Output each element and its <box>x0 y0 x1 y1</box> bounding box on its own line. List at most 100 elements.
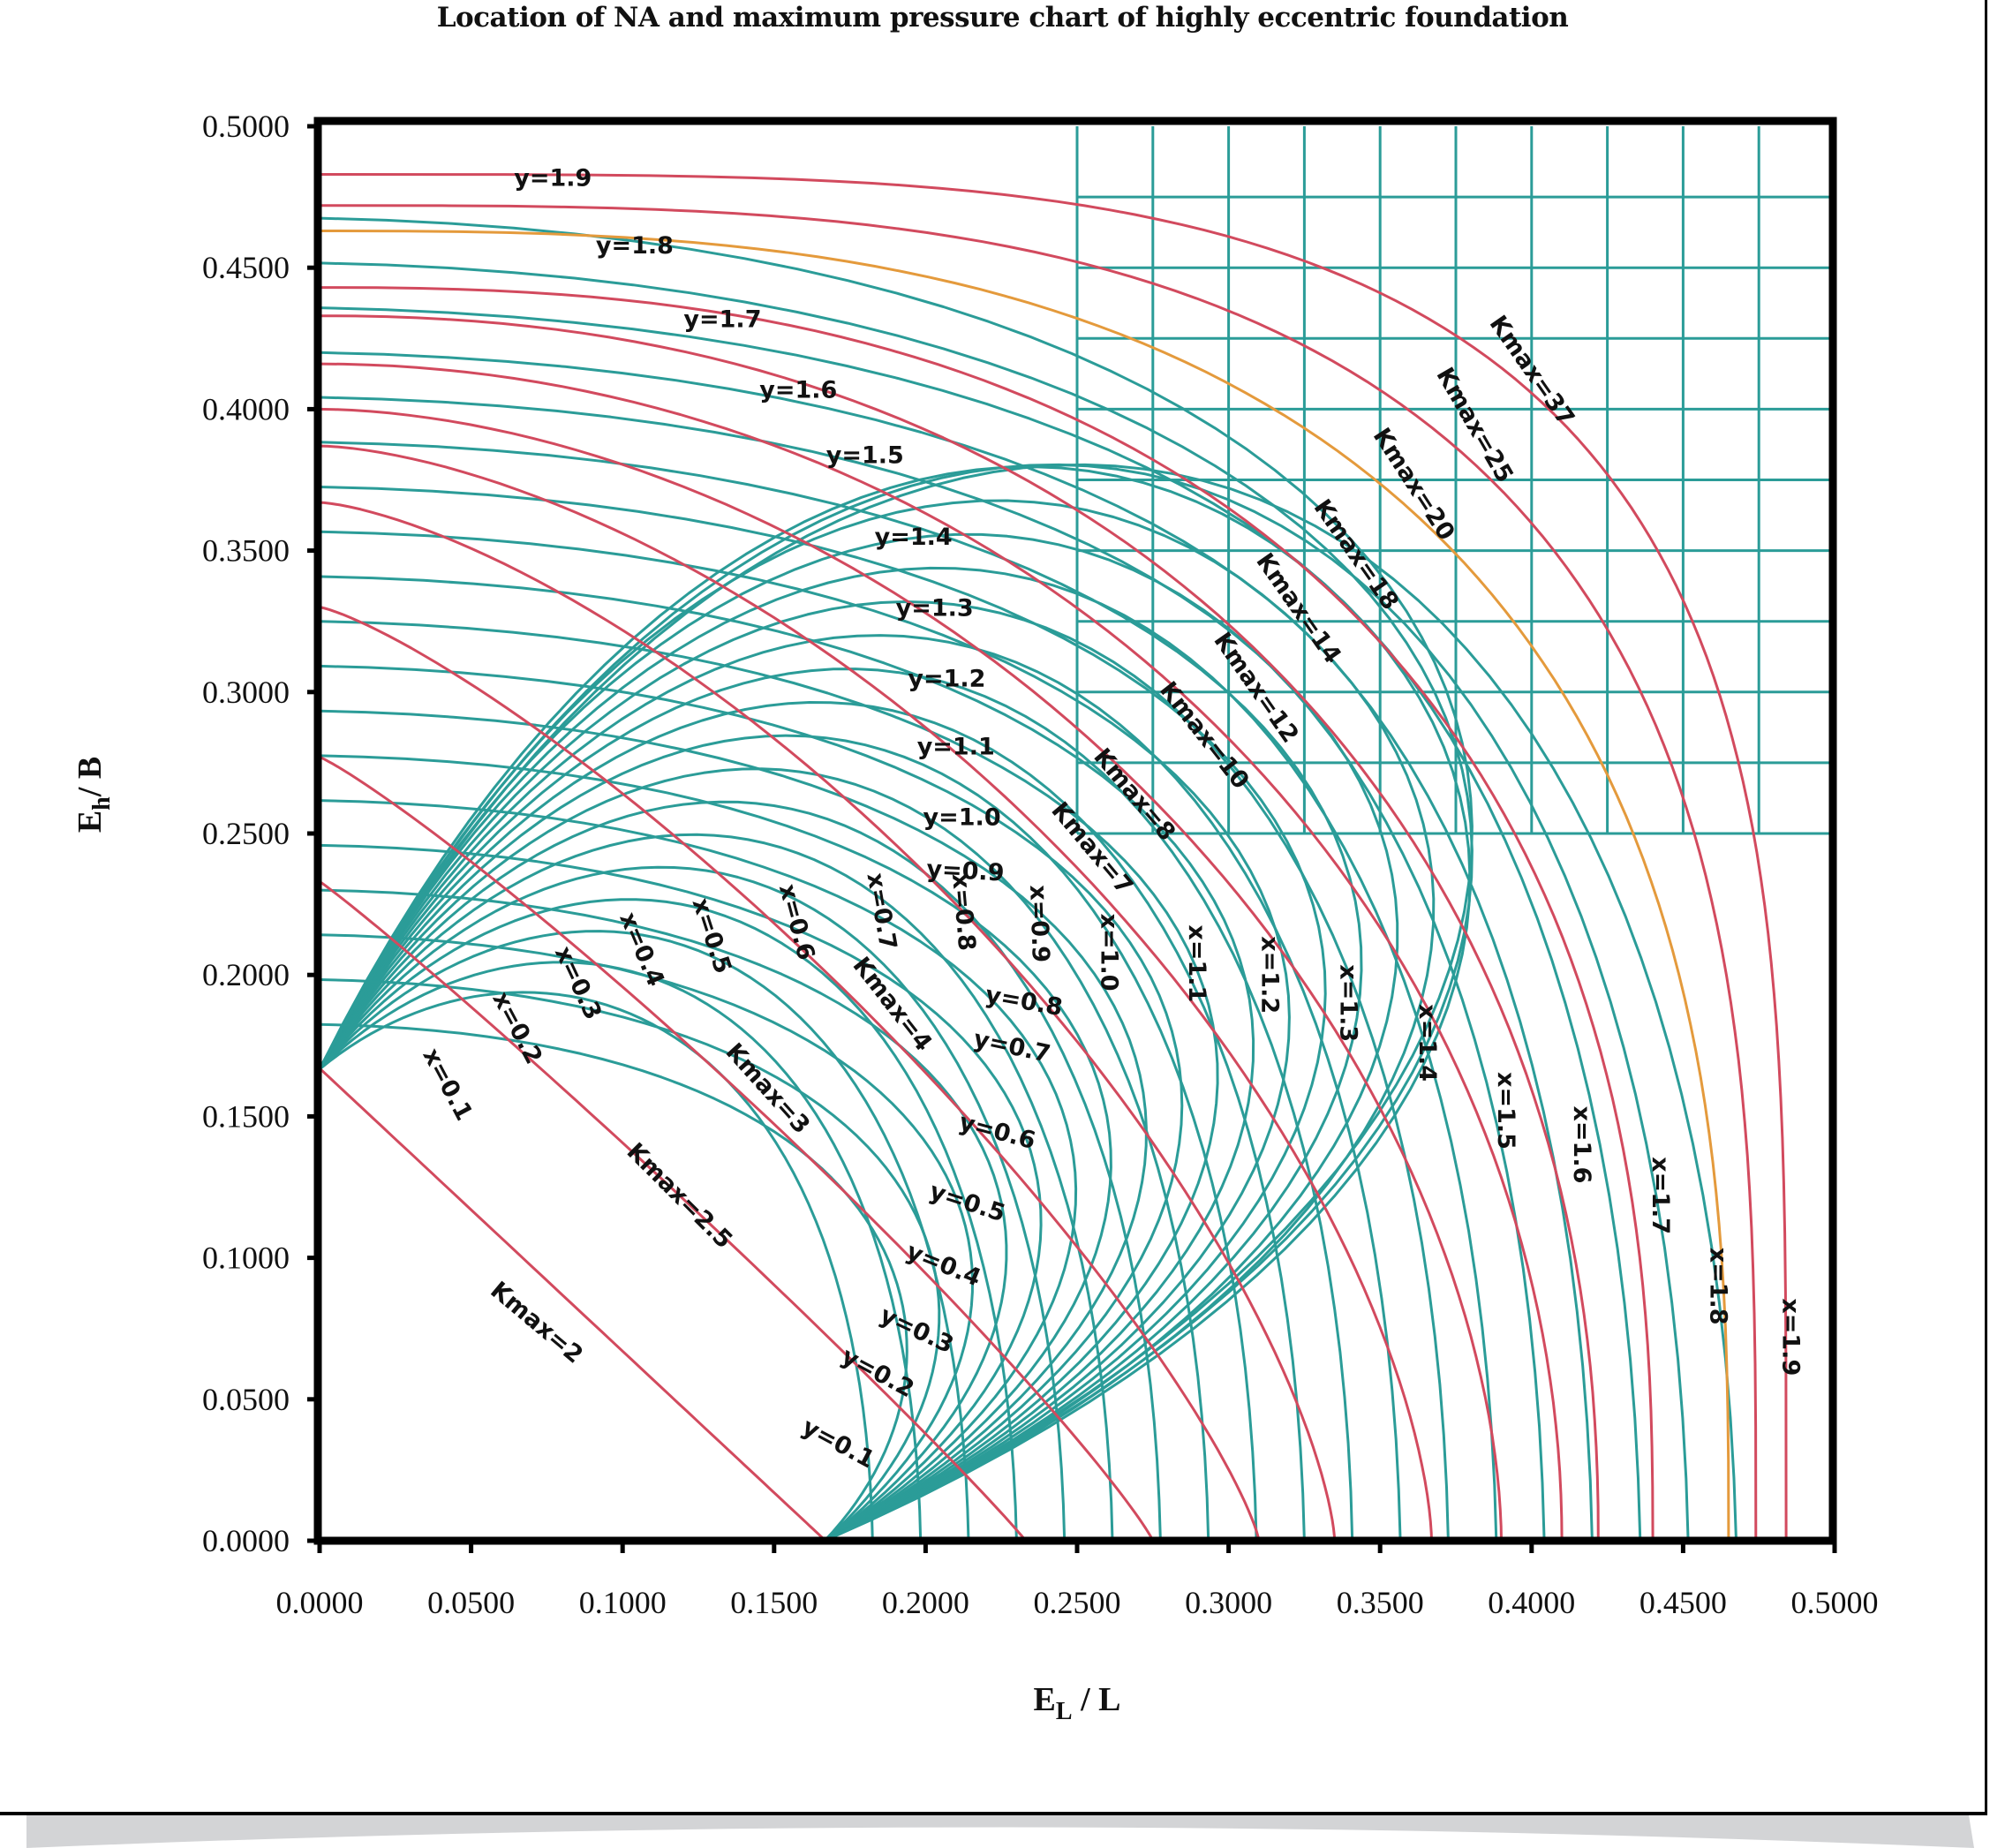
page-shadow <box>26 1815 1974 1848</box>
x-curve <box>318 701 1306 1542</box>
x-tick-label: 0.1000 <box>579 1585 667 1620</box>
figure-frame <box>0 0 1987 1815</box>
x-tick-label: 0.5000 <box>1791 1585 1879 1620</box>
curve-label: y=1.5 <box>826 441 904 469</box>
curve-label: Kmax=2 <box>485 1277 588 1369</box>
y-tick-label: 0.2500 <box>202 816 290 851</box>
y-curve <box>319 978 941 1543</box>
y-curve <box>319 261 1474 1543</box>
curve-label: y=1.7 <box>683 305 761 333</box>
curve-label: y=0.8 <box>984 981 1065 1022</box>
x-curve <box>318 961 923 1542</box>
curve-label: Kmax=2.5 <box>622 1138 738 1255</box>
x-curve <box>318 833 1114 1542</box>
curve-label: x=1.1 <box>1183 924 1210 1002</box>
kmax-curve <box>319 173 1788 1542</box>
y-curve <box>319 709 1148 1543</box>
curve-label: y=1.8 <box>596 232 674 260</box>
curve-label: x=1.0 <box>1095 914 1122 992</box>
x-curve <box>318 465 1642 1542</box>
curve-label: x=0.3 <box>549 942 607 1024</box>
curve-label: Kmax=14 <box>1250 548 1345 668</box>
y-axis-title: Eh/ B <box>72 757 116 833</box>
y-tick-label: 0.4500 <box>202 250 290 285</box>
x-curve <box>319 991 874 1542</box>
x-curve <box>318 463 1737 1542</box>
x-curve <box>318 566 1498 1542</box>
curve-label: y=1.2 <box>908 665 985 692</box>
kmax-curve <box>319 407 1503 1542</box>
y-curve <box>319 620 1219 1543</box>
y-tick-label: 0.5000 <box>202 109 290 144</box>
chart-title: Location of NA and maximum pressure char… <box>436 2 1569 34</box>
y-tick-label: 0.2000 <box>202 957 290 992</box>
x-tick-label: 0.0000 <box>276 1585 364 1620</box>
kmax-curve <box>319 756 1155 1542</box>
y-curve <box>319 1022 908 1543</box>
x-curve <box>318 532 1546 1542</box>
curve-label: x=0.9 <box>1024 885 1054 963</box>
kmax-curve <box>319 286 1655 1542</box>
curve-label: x=0.1 <box>417 1044 478 1125</box>
curve-label: x=1.2 <box>1255 936 1283 1014</box>
curve-label: y=1.6 <box>759 377 837 404</box>
curve-label: x=1.7 <box>1647 1157 1674 1234</box>
x-curve <box>318 865 1067 1542</box>
y-tick-label: 0.3500 <box>202 533 290 569</box>
y-curve <box>319 799 1078 1543</box>
y-curve <box>319 396 1399 1543</box>
curve-label: Kmax=25 <box>1430 363 1518 487</box>
axis-ticks: 0.0000 0.0500 0.1000 0.1500 0.2000 0.2500 0.30… <box>202 109 1879 1620</box>
curve-label: y=1.1 <box>917 733 995 760</box>
x-tick-label: 0.4500 <box>1639 1585 1727 1620</box>
curve-labels: x=0.1x=0.2x=0.3 x=0.4 x=0.5 x=0.6 x=0.7 x=0.8… <box>417 164 1804 1474</box>
curve-label: y=1.4 <box>875 524 953 551</box>
y-curve <box>319 441 1363 1543</box>
x-tick-label: 0.0500 <box>427 1585 515 1620</box>
x-tick-label: 0.3500 <box>1337 1585 1424 1620</box>
kmax-curve <box>318 1067 827 1543</box>
x-tick-label: 0.3000 <box>1185 1585 1272 1620</box>
y-curve <box>319 530 1291 1543</box>
x-curve <box>318 668 1354 1542</box>
kmax-curve <box>319 362 1564 1542</box>
curve-label: y=0.3 <box>876 1301 958 1359</box>
kmax-curve <box>318 880 1027 1543</box>
x-tick-label: 0.1500 <box>730 1585 818 1620</box>
kmax-curve <box>319 501 1337 1542</box>
y-curve <box>319 306 1472 1543</box>
curve-label: x=1.8 <box>1704 1248 1731 1325</box>
curve-label: x=1.6 <box>1568 1106 1595 1184</box>
x-curve <box>318 734 1258 1542</box>
curve-label: Kmax=8 <box>1088 743 1180 847</box>
y-curve <box>319 216 1474 1543</box>
x-curve <box>318 634 1402 1542</box>
y-tick-label: 0.0500 <box>202 1382 290 1417</box>
curve-label: y=1.9 <box>514 164 592 192</box>
curve-label: x=1.3 <box>1335 964 1362 1042</box>
curve-label: x=1.9 <box>1777 1298 1805 1376</box>
x-curve <box>318 898 1018 1542</box>
kmax-curve <box>319 444 1433 1542</box>
curve-label: y=0.9 <box>926 856 1006 887</box>
y-curve <box>319 888 1008 1543</box>
y-curve <box>319 933 974 1543</box>
x-curve <box>318 767 1210 1542</box>
y-curve <box>319 575 1255 1543</box>
y-tick-label: 0.3000 <box>202 675 290 710</box>
x-tick-label: 0.2000 <box>882 1585 969 1620</box>
kmax-curve <box>319 606 1261 1542</box>
x-curve <box>318 800 1162 1542</box>
kmax-curve <box>319 204 1758 1542</box>
curve-label: x=0.8 <box>946 872 981 952</box>
curve-label: y=0.4 <box>902 1238 984 1293</box>
y-curve <box>319 664 1184 1543</box>
x-tick-label: 0.2500 <box>1034 1585 1121 1620</box>
kmax-curve <box>319 314 1600 1542</box>
curve-label: x=0.5 <box>687 894 737 977</box>
y-tick-label: 0.0000 <box>202 1523 290 1558</box>
curve-label: x=1.4 <box>1413 1004 1441 1082</box>
kmax-curves <box>318 173 1788 1543</box>
y-curve <box>319 486 1327 1543</box>
